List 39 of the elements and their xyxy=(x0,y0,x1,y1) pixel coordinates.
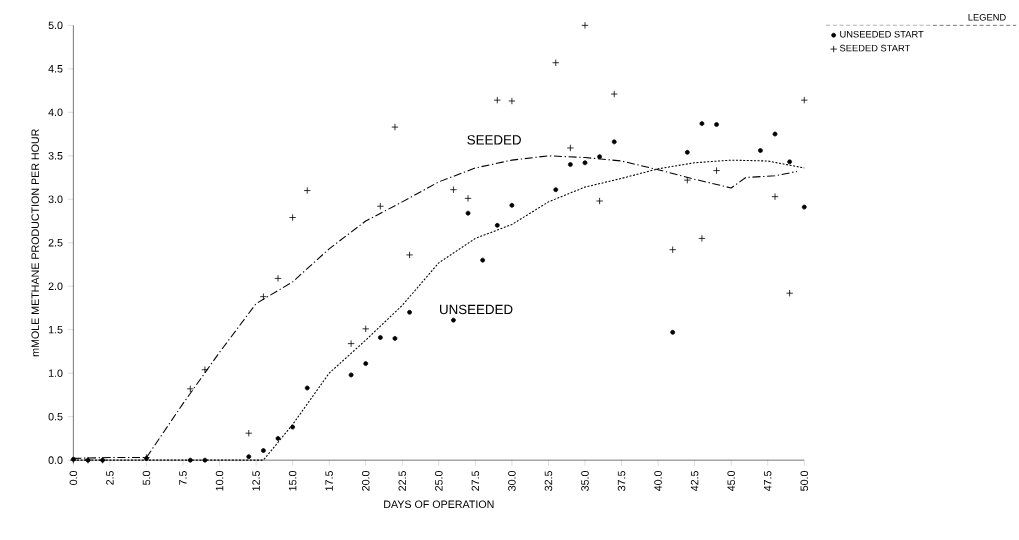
x-tick-label: 40.0 xyxy=(654,470,662,491)
legend-label: UNSEEDED START xyxy=(840,30,924,38)
y-tick-label: 3.5 xyxy=(48,151,63,160)
annotation: SEEDED xyxy=(467,135,521,145)
y-tick-label: 1.5 xyxy=(48,325,63,334)
x-tick-label: 42.5 xyxy=(690,470,699,491)
y-tick-label: 4.5 xyxy=(48,65,63,73)
x-axis-title: DAYS OF OPERATION xyxy=(384,500,494,508)
legend-title: LEGEND xyxy=(968,13,1006,21)
x-tick-label: 22.5 xyxy=(398,470,407,491)
x-tick-label: 25.0 xyxy=(435,470,443,491)
x-tick-label: 37.5 xyxy=(617,470,626,491)
y-tick-label: 1.0 xyxy=(48,369,63,377)
x-tick-label: 5.0 xyxy=(142,470,151,485)
y-tick-label: 0.5 xyxy=(48,412,63,421)
x-tick-label: 35.0 xyxy=(581,470,589,491)
x-tick-label: 15.0 xyxy=(288,470,297,491)
y-tick-label: 2.0 xyxy=(48,282,63,290)
x-tick-label: 12.5 xyxy=(252,470,260,491)
x-tick-label: 2.5 xyxy=(106,470,114,485)
x-tick-label: 27.5 xyxy=(471,470,480,491)
x-tick-label: 7.5 xyxy=(179,470,187,485)
y-tick-label: 0.0 xyxy=(48,456,63,464)
x-tick-label: 32.5 xyxy=(544,470,553,491)
x-tick-label: 17.5 xyxy=(325,470,333,491)
legend-label: SEEDED START xyxy=(839,44,911,52)
y-axis-title: mMOLE METHANE PRODUCTION PER HOUR xyxy=(31,129,39,357)
y-tick-label: 4.0 xyxy=(48,108,63,117)
y-tick-label: 5.0 xyxy=(48,21,63,30)
y-tick-label: 3.0 xyxy=(48,195,63,203)
x-tick-label: 0.0 xyxy=(69,470,78,485)
y-tick-label: 2.5 xyxy=(48,238,63,247)
x-tick-label: 10.0 xyxy=(215,470,224,491)
x-tick-label: 20.0 xyxy=(361,470,370,491)
x-tick-label: 45.0 xyxy=(727,470,735,491)
x-tick-label: 47.5 xyxy=(763,470,772,491)
annotation: UNSEEDED xyxy=(440,304,513,315)
x-tick-label: 50.0 xyxy=(800,470,809,491)
x-tick-label: 30.0 xyxy=(508,470,516,491)
